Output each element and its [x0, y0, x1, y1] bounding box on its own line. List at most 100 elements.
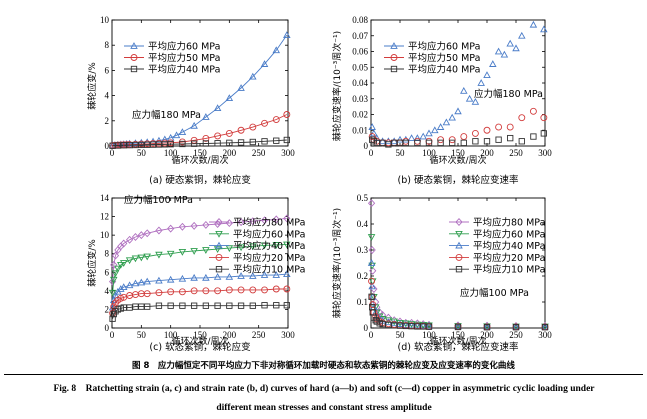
data-point — [425, 139, 433, 146]
data-point — [419, 321, 427, 329]
data-point — [155, 226, 163, 235]
y-tick-label: 0.2 — [357, 271, 368, 281]
data-point — [442, 118, 451, 126]
panel-caption: (a) 硬态紫铜，棘轮应变 — [149, 174, 251, 186]
data-point — [167, 288, 175, 296]
y-tick-label: 4 — [105, 286, 110, 296]
stress-amplitude-annotation: 应力幅100 MPa — [460, 287, 529, 299]
caption-divider — [4, 374, 643, 375]
legend-marker — [455, 230, 463, 238]
data-point — [249, 243, 257, 251]
data-point — [272, 271, 281, 278]
data-point — [179, 140, 186, 148]
data-point — [237, 126, 245, 134]
data-point — [225, 273, 234, 280]
data-point — [226, 139, 233, 146]
data-point — [465, 94, 474, 102]
data-point — [126, 304, 133, 311]
data-point — [368, 277, 376, 285]
legend-entry: 平均应力60 MPa — [384, 41, 480, 53]
figure-caption-english: Fig. 8 Ratchetting strain (a, c) and str… — [4, 380, 644, 418]
x-tick-label: 300 — [281, 148, 295, 158]
x-tick-label: 100 — [164, 330, 178, 340]
data-point — [202, 273, 210, 281]
data-point — [178, 288, 186, 296]
data-point — [109, 276, 118, 284]
legend-entry: 平均应力10 MPa — [209, 264, 305, 276]
data-point — [260, 216, 269, 225]
x-tick-label: 100 — [422, 148, 436, 158]
series-5 — [368, 293, 549, 331]
data-point — [202, 134, 210, 142]
data-point — [272, 285, 280, 293]
data-point — [179, 302, 186, 309]
data-point — [518, 138, 525, 145]
data-point — [471, 97, 480, 105]
series-line — [112, 304, 287, 319]
data-point — [407, 134, 416, 141]
legend-label: 平均应力40 MPa — [148, 64, 220, 76]
plot-frame — [370, 19, 546, 147]
data-point — [190, 273, 198, 281]
data-point — [283, 302, 290, 309]
legend-label: 平均应力50 MPa — [408, 52, 480, 64]
data-point — [120, 239, 128, 248]
series-2 — [108, 241, 291, 297]
data-point — [178, 249, 187, 256]
data-point — [477, 79, 485, 86]
data-point — [190, 248, 198, 255]
figure-caption-english-line-2: different mean stresses and constant str… — [216, 403, 432, 413]
y-tick-label: 0.03 — [352, 94, 368, 104]
data-point — [237, 286, 245, 294]
legend-marker — [455, 218, 463, 226]
data-point — [111, 251, 120, 260]
y-tick-label: 6 — [105, 267, 110, 277]
x-tick-label: 200 — [480, 330, 494, 340]
data-point — [454, 322, 462, 330]
y-tick-label: 2 — [105, 116, 110, 126]
data-point — [413, 137, 421, 145]
data-point — [225, 94, 234, 101]
data-point — [370, 285, 378, 293]
x-tick-label: 0 — [369, 330, 374, 340]
y-tick-label: 4 — [105, 91, 110, 101]
data-point — [495, 123, 503, 131]
y-tick-label: 8 — [105, 40, 110, 50]
data-point — [225, 245, 234, 253]
data-point — [283, 241, 291, 249]
data-point — [283, 214, 291, 223]
data-point — [178, 274, 187, 282]
data-point — [109, 315, 116, 322]
data-point — [283, 111, 291, 118]
data-point — [237, 218, 245, 227]
data-point — [202, 140, 210, 147]
data-point — [512, 322, 520, 330]
data-point — [471, 129, 479, 137]
data-point — [202, 247, 210, 254]
data-point — [132, 303, 139, 310]
y-tick-label: 0.02 — [352, 110, 368, 120]
plot-frame — [111, 19, 289, 147]
legend-entry: 平均应力20 MPa — [449, 252, 545, 264]
legend-entry: 平均应力60 MPa — [124, 41, 220, 53]
x-tick-label: 200 — [223, 330, 237, 340]
data-point — [413, 321, 422, 329]
data-point — [144, 141, 151, 148]
series-line — [112, 243, 287, 293]
data-point — [249, 138, 256, 146]
legend-marker — [215, 266, 223, 273]
y-tick-label: 10 — [100, 15, 110, 25]
legend-entry: 平均应力60 MPa — [209, 228, 305, 240]
legend-marker — [215, 253, 223, 261]
data-point — [454, 107, 462, 115]
data-point — [120, 142, 127, 149]
data-point — [272, 242, 281, 249]
data-point — [143, 277, 151, 285]
y-tick-label: 0.04 — [352, 78, 368, 88]
chart-panel-b: 0 50 100 150 200 250 300 0 0.01 0.02 0.03 0.04 0.05 0… — [331, 15, 552, 186]
legend-label: 平均应力40 MPa — [473, 240, 545, 252]
legend-label: 平均应力60 MPa — [473, 228, 545, 240]
data-point — [448, 113, 456, 121]
data-point — [213, 220, 222, 228]
data-point — [260, 60, 269, 67]
